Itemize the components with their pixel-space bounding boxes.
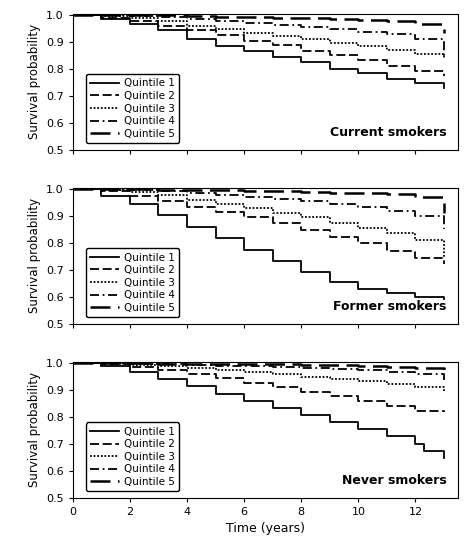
X-axis label: Time (years): Time (years) bbox=[226, 522, 305, 535]
Legend: Quintile 1, Quintile 2, Quintile 3, Quintile 4, Quintile 5: Quintile 1, Quintile 2, Quintile 3, Quin… bbox=[86, 249, 180, 317]
Legend: Quintile 1, Quintile 2, Quintile 3, Quintile 4, Quintile 5: Quintile 1, Quintile 2, Quintile 3, Quin… bbox=[86, 75, 180, 143]
Y-axis label: Survival probability: Survival probability bbox=[28, 24, 40, 139]
Y-axis label: Survival probability: Survival probability bbox=[28, 372, 40, 487]
Text: Former smokers: Former smokers bbox=[333, 300, 446, 313]
Y-axis label: Survival probability: Survival probability bbox=[28, 198, 40, 313]
Legend: Quintile 1, Quintile 2, Quintile 3, Quintile 4, Quintile 5: Quintile 1, Quintile 2, Quintile 3, Quin… bbox=[86, 423, 180, 491]
Text: Current smokers: Current smokers bbox=[330, 126, 446, 139]
Text: Never smokers: Never smokers bbox=[342, 474, 446, 487]
